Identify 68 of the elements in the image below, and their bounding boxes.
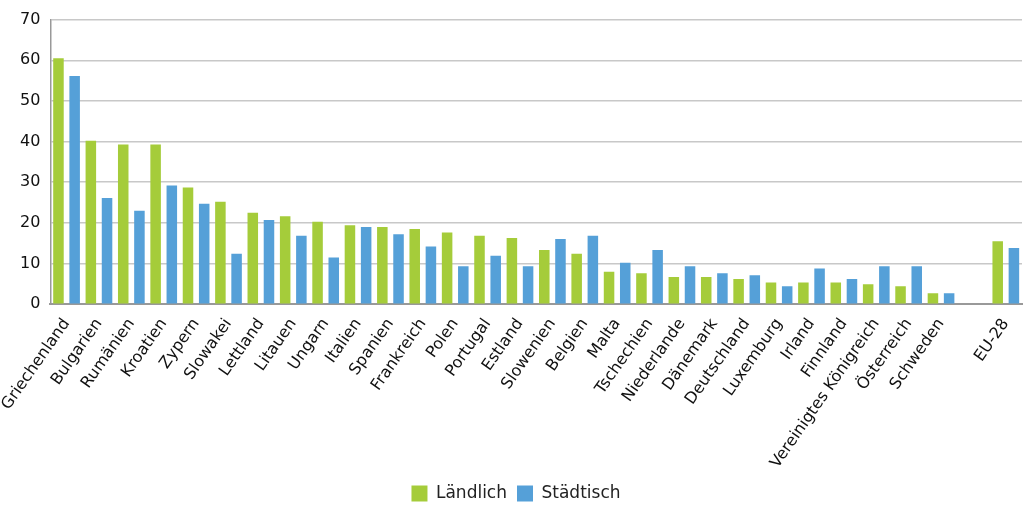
bar: [441, 232, 453, 304]
bar: [814, 268, 825, 304]
bar: [571, 253, 582, 304]
bar: [474, 235, 485, 304]
bar: [409, 228, 420, 304]
bar: [781, 286, 793, 304]
bar: [458, 266, 469, 304]
y-tick-label: 30: [20, 171, 41, 191]
y-tick-label: 50: [20, 90, 41, 110]
y-tick-label: 0: [30, 293, 41, 313]
bar: [296, 235, 307, 304]
bar: [101, 198, 113, 304]
bar: [166, 185, 178, 304]
y-tick-label: 60: [20, 49, 41, 69]
y-tick-label: 20: [20, 212, 41, 232]
bar: [85, 140, 97, 304]
bar: [279, 216, 291, 304]
bar: [603, 271, 615, 304]
bar: [1008, 248, 1020, 304]
bar: [862, 284, 874, 304]
bar: [927, 293, 939, 304]
bar: [247, 212, 259, 304]
bar: [733, 278, 744, 304]
bar: [684, 266, 696, 304]
y-tick-label: 10: [20, 252, 41, 272]
legend-label: Ländlich: [435, 481, 507, 502]
bar: [377, 226, 388, 304]
bar: [636, 273, 647, 304]
bar: [555, 239, 566, 304]
bar: [360, 226, 372, 304]
bar: [798, 282, 809, 304]
bar: [393, 234, 404, 304]
bar: [879, 266, 890, 304]
bar: [992, 241, 1003, 304]
bar: [69, 76, 80, 304]
bar: [215, 201, 226, 304]
bar: [911, 266, 922, 304]
bar: [425, 246, 437, 304]
bar: [765, 282, 777, 304]
bar: [328, 257, 340, 304]
bar: [522, 266, 534, 304]
bar: [652, 250, 663, 304]
bar: [700, 276, 712, 304]
bar: [182, 187, 194, 304]
bar: [506, 237, 518, 304]
bar: [749, 275, 761, 304]
bar: [668, 276, 680, 304]
bar: [619, 262, 631, 304]
bar: [587, 235, 599, 304]
bar: [539, 250, 550, 304]
bar: [846, 278, 858, 304]
bar: [895, 286, 906, 304]
bar: [198, 203, 210, 304]
legend-label: Städtisch: [541, 481, 621, 502]
bar: [134, 210, 145, 304]
bar: [312, 221, 323, 304]
bar: [830, 282, 842, 304]
bar: [344, 225, 356, 304]
bar: [231, 253, 242, 304]
bar: [53, 58, 64, 304]
bar: [117, 144, 129, 304]
y-tick-label: 70: [20, 8, 41, 28]
bar: [490, 255, 501, 304]
bar: [150, 144, 161, 304]
bar: [943, 293, 955, 304]
y-tick-label: 40: [20, 130, 41, 150]
bar: [263, 220, 275, 304]
bar: [717, 273, 728, 304]
